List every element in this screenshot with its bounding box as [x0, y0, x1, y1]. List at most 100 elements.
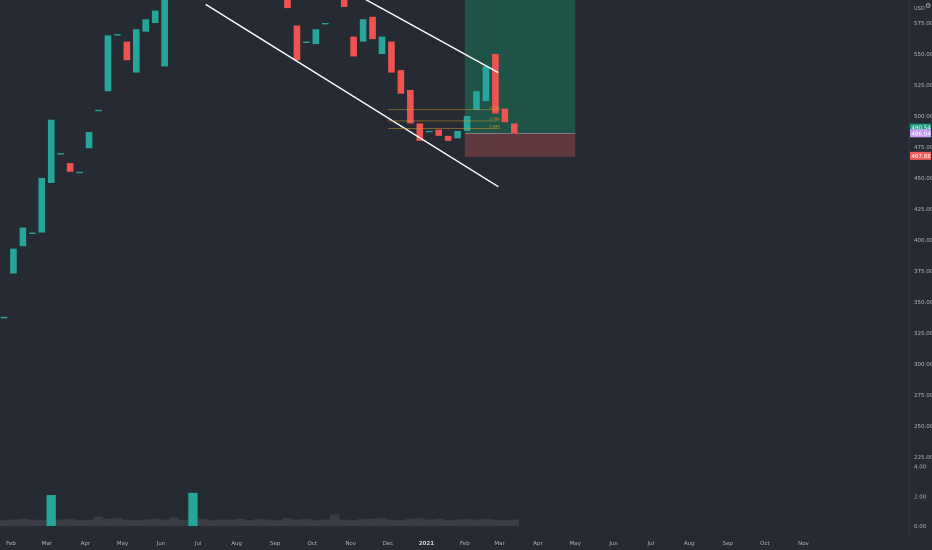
volume-bar [339, 519, 349, 526]
volume-bar [490, 519, 500, 526]
candlestick-series[interactable] [0, 0, 518, 319]
price-tick-label: 500.00 [914, 114, 932, 120]
candle [501, 108, 509, 123]
fib-level-label: 0.786 [490, 117, 500, 121]
time-tick-label: Aug [684, 541, 695, 547]
volume-bar [311, 520, 321, 526]
volume-bar [8, 519, 19, 526]
candle [19, 227, 27, 247]
volume-bar [452, 519, 463, 526]
candle [0, 316, 8, 319]
volume-bar [292, 519, 302, 526]
time-tick-label: Nov [345, 541, 356, 547]
volume-bar [150, 518, 160, 526]
volume-axis: 4.00 2.00 0.00 [914, 465, 927, 530]
price-tick-label: 350.00 [914, 300, 932, 306]
candle [463, 116, 471, 131]
candle [47, 119, 55, 183]
volume-bar [188, 492, 198, 526]
volume-bar [263, 519, 274, 526]
price-tick-label: 450.00 [914, 176, 932, 182]
price-tick-label: 325.00 [914, 331, 932, 337]
fib-levels[interactable]: 0.618 0.786 0.886 [387, 106, 500, 129]
time-axis[interactable]: Feb Mar Apr May Jun Jul Aug Sep Oct Nov Dec 2021 Feb… [6, 541, 809, 547]
candle [312, 29, 320, 45]
volume-tick-label: 2.00 [914, 494, 927, 500]
volume-bar [65, 518, 75, 526]
volume-bar [56, 519, 66, 526]
candle [293, 25, 301, 61]
volume-bar [434, 518, 444, 526]
price-label-text: 486.04 [912, 131, 932, 137]
price-tick-label: 300.00 [914, 362, 932, 368]
time-tick-label: Sep [270, 541, 281, 547]
candle [435, 129, 442, 136]
price-label-box [910, 123, 931, 132]
price-tick-label: 550.00 [914, 52, 932, 58]
volume-bar [159, 519, 170, 526]
price-tick-label: 425.00 [914, 207, 932, 213]
volume-bar [273, 520, 283, 526]
currency-label: USD [914, 6, 925, 12]
volume-bar [405, 518, 415, 526]
volume-bar [245, 520, 255, 526]
long-position-box[interactable] [464, 0, 576, 157]
candle [142, 19, 150, 32]
candle [425, 130, 433, 133]
volume-bar [235, 518, 245, 526]
volume-histogram [0, 492, 519, 526]
time-tick-label: Feb [460, 541, 470, 547]
time-tick-label: Mar [42, 541, 53, 547]
time-tick-label: Oct [760, 541, 770, 547]
candle [407, 89, 414, 124]
candle [388, 41, 395, 73]
volume-bar [84, 519, 94, 526]
volume-tick-label: 0.00 [914, 524, 927, 530]
volume-bar [301, 518, 311, 526]
price-tick-label: 575.00 [914, 21, 932, 27]
price-label-text: 490.54 [912, 126, 932, 132]
volume-bar [93, 516, 104, 526]
volume-bar [320, 519, 330, 526]
settings-icon[interactable]: ⚙ [925, 2, 931, 10]
volume-bar [169, 517, 179, 526]
volume-bar [500, 520, 510, 526]
volume-bar [509, 519, 519, 526]
candle [38, 178, 46, 233]
volume-bar [37, 520, 47, 526]
time-tick-label: Sep [723, 541, 734, 547]
volume-bar [282, 518, 293, 526]
candle [85, 132, 93, 149]
candle [29, 232, 36, 234]
volume-bar [122, 519, 132, 526]
price-axis[interactable]: 225.00 250.00 275.00 300.00 325.00 350.00 375.… [914, 0, 932, 461]
volume-bar [462, 518, 472, 526]
descending-channel[interactable] [205, 0, 499, 188]
volume-bar [396, 520, 406, 526]
time-tick-label: Apr [81, 541, 91, 547]
volume-bar [207, 520, 217, 526]
volume-bar [415, 518, 425, 526]
volume-bar [216, 519, 226, 526]
profit-zone [464, 0, 576, 134]
price-tick-label: 225.00 [914, 455, 932, 461]
candle [416, 123, 424, 141]
candle [76, 171, 83, 174]
candle [114, 34, 121, 36]
price-tick-label: 400.00 [914, 238, 932, 244]
volume-bar [197, 518, 208, 526]
volume-bar [0, 520, 9, 526]
volume-bar [141, 519, 151, 526]
candle [10, 248, 17, 274]
candle [340, 0, 348, 7]
candle [303, 41, 310, 43]
candle [359, 19, 367, 42]
candle [397, 70, 405, 94]
volume-bar [74, 520, 85, 526]
volume-bar [443, 520, 453, 526]
volume-bar [226, 519, 236, 526]
volume-bar [46, 495, 56, 526]
candle [454, 130, 461, 139]
candle [492, 54, 499, 114]
